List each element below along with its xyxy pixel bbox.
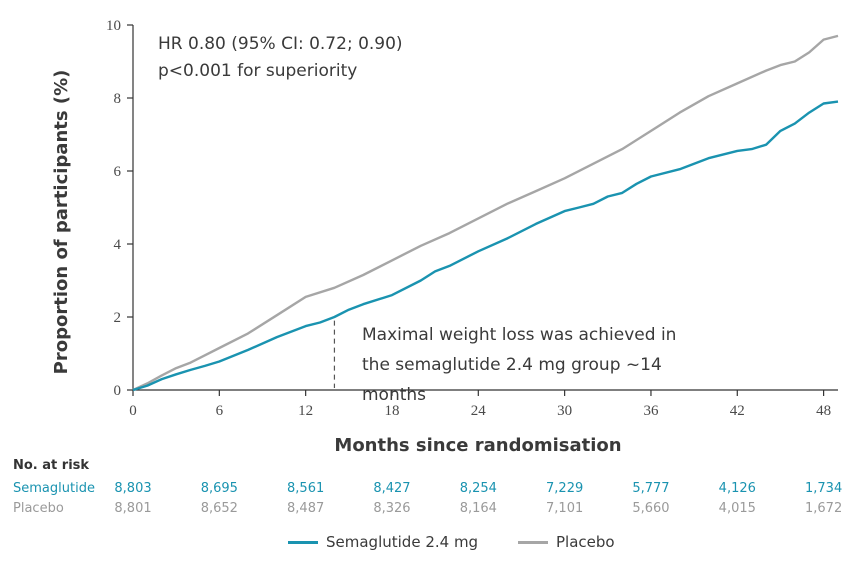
risk-value: 8,561 [287,481,325,496]
x-tick-label: 30 [557,403,572,419]
risk-table-title: No. at risk [13,458,90,473]
series-line-placebo [132,34,839,392]
x-tick-label: 24 [471,403,487,419]
legend-label: Placebo [556,533,615,551]
y-tick-label: 2 [114,310,122,326]
y-axis-title: Proportion of participants (%) [51,70,72,375]
annotation-line-2: the semaglutide 2.4 mg group ~14 [362,355,662,375]
legend: Semaglutide 2.4 mg Placebo [0,533,851,557]
legend-item-semaglutide: Semaglutide 2.4 mg [288,533,478,551]
risk-value: 4,126 [718,481,756,496]
x-axis: 0 6 12 18 24 30 36 42 48 [129,389,838,419]
risk-value: 5,660 [632,501,670,516]
series-line-semaglutide [132,100,839,392]
risk-row-semaglutide: Semaglutide 8,803 8,695 8,561 8,427 8,254 7,2… [0,481,851,501]
hr-stat-line-2: p<0.001 for superiority [158,61,357,81]
risk-value: 8,801 [114,501,152,516]
x-tick-label: 0 [129,403,137,419]
risk-row-label: Placebo [13,501,64,516]
annotation-line-1: Maximal weight loss was achieved in [362,325,676,345]
legend-item-placebo: Placebo [518,533,615,551]
legend-swatch-placebo [518,540,548,544]
risk-value: 8,487 [287,501,325,516]
risk-value: 8,427 [373,481,411,496]
y-axis: 0 2 4 6 8 10 [106,18,134,399]
risk-value: 5,777 [632,481,670,496]
x-tick-label: 48 [816,403,831,419]
risk-value: 8,803 [114,481,152,496]
y-tick-label: 0 [114,383,122,399]
risk-value: 8,695 [200,481,238,496]
hr-stat-line-1: HR 0.80 (95% CI: 0.72; 0.90) [158,34,403,54]
risk-value: 8,326 [373,501,411,516]
y-tick-label: 6 [114,164,122,180]
series-lines [132,34,839,392]
risk-value: 1,734 [805,481,843,496]
y-tick-label: 8 [114,91,122,107]
y-tick-label: 10 [106,18,121,34]
risk-value: 1,672 [805,501,843,516]
x-tick-label: 42 [730,403,745,419]
legend-label: Semaglutide 2.4 mg [326,533,479,551]
risk-value: 8,254 [459,481,497,496]
risk-value: 8,164 [459,501,497,516]
x-tick-label: 18 [384,403,399,419]
annotation-line-3: months [362,385,426,405]
legend-swatch-semaglutide [288,540,318,544]
risk-value: 8,652 [200,501,238,516]
risk-row-placebo: Placebo 8,801 8,652 8,487 8,326 8,164 7,101 5,… [0,501,851,521]
x-tick-label: 6 [216,403,224,419]
risk-value: 7,229 [546,481,584,496]
x-tick-label: 12 [298,403,313,419]
risk-value: 7,101 [546,501,584,516]
y-tick-label: 4 [114,237,122,253]
x-tick-label: 36 [643,403,659,419]
risk-value: 4,015 [718,501,756,516]
risk-row-label: Semaglutide [13,481,95,496]
x-axis-title: Months since randomisation [334,435,621,456]
